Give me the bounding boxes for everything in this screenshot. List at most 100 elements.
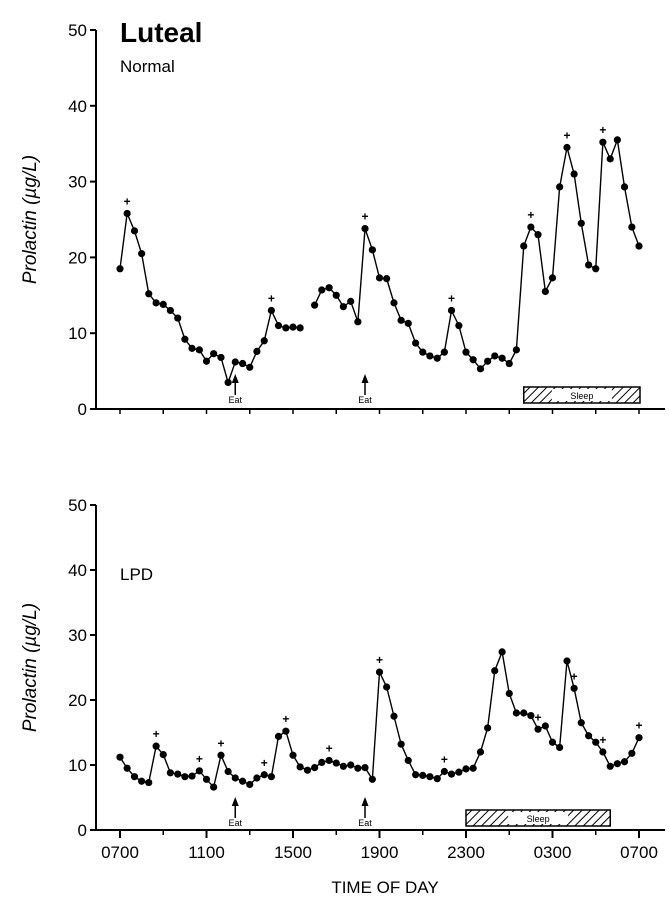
data-point	[577, 719, 585, 727]
y-tick-label: 30	[68, 626, 87, 645]
data-point	[606, 762, 614, 770]
data-point	[606, 155, 614, 163]
peak-marker: +	[376, 653, 383, 667]
data-point	[210, 783, 218, 791]
data-point	[512, 709, 520, 717]
data-point	[498, 648, 506, 656]
data-point	[217, 353, 225, 362]
peak-marker: +	[599, 123, 606, 137]
eat-arrow-head	[231, 797, 239, 806]
data-point	[123, 764, 131, 772]
x-tick-label: 0300	[534, 843, 572, 862]
data-point	[520, 242, 528, 250]
data-point	[239, 777, 247, 785]
y-tick-label: 30	[68, 173, 87, 192]
data-point	[397, 740, 405, 748]
data-point	[138, 250, 146, 258]
data-point	[548, 738, 557, 746]
data-point	[361, 764, 369, 772]
data-point	[592, 265, 600, 273]
data-point	[476, 365, 485, 373]
data-point	[440, 348, 448, 356]
data-point	[556, 743, 564, 752]
data-point	[412, 339, 420, 347]
data-point	[390, 712, 398, 720]
data-point	[368, 775, 376, 783]
data-point	[484, 724, 492, 732]
data-point	[188, 772, 196, 780]
data-point	[347, 297, 355, 305]
data-point	[628, 749, 636, 757]
peak-marker: +	[527, 208, 534, 222]
data-point	[354, 764, 362, 772]
data-point	[404, 319, 412, 327]
y-tick-label: 50	[68, 496, 87, 515]
data-point	[311, 301, 319, 309]
data-point	[527, 223, 535, 231]
data-point	[577, 219, 585, 227]
sleep-label-bg	[551, 389, 612, 401]
data-point	[210, 350, 218, 358]
peak-marker: +	[599, 733, 606, 747]
data-point	[260, 771, 268, 779]
data-point	[282, 727, 290, 735]
data-point	[224, 378, 232, 387]
y-tick-label: 0	[78, 821, 87, 840]
data-point	[188, 344, 196, 352]
data-point	[246, 780, 254, 789]
data-point	[318, 758, 326, 767]
eat-label: Eat	[229, 818, 243, 828]
x-tick-label: 0700	[620, 843, 658, 862]
x-axis-title: TIME OF DAY	[331, 878, 438, 897]
data-point	[491, 352, 499, 360]
data-point	[620, 183, 629, 191]
data-point	[426, 773, 434, 781]
eat-arrow-head	[231, 374, 239, 383]
data-point	[130, 227, 139, 235]
data-point	[347, 761, 355, 769]
y-tick-label: 10	[68, 756, 87, 775]
peak-marker: +	[217, 736, 224, 750]
data-point	[635, 734, 643, 742]
peak-marker: +	[196, 752, 203, 766]
data-point	[469, 356, 477, 364]
data-point	[491, 667, 499, 675]
x-tick-label: 1100	[188, 843, 225, 862]
data-point	[195, 767, 203, 775]
data-point	[599, 138, 607, 146]
data-point	[599, 748, 607, 756]
x-tick-label: 1900	[361, 843, 399, 862]
data-point	[383, 275, 391, 283]
data-point	[613, 136, 621, 144]
peak-marker: +	[441, 753, 448, 767]
data-point	[181, 335, 189, 343]
data-point	[613, 760, 621, 768]
data-point	[116, 265, 124, 273]
data-point	[570, 170, 578, 178]
data-point	[267, 306, 275, 315]
peak-marker: +	[124, 194, 131, 208]
data-point	[447, 306, 456, 315]
data-point	[246, 363, 254, 371]
data-point	[318, 286, 326, 294]
peak-marker: +	[326, 741, 333, 755]
data-point	[512, 346, 520, 354]
data-point	[354, 318, 362, 326]
data-point	[195, 346, 203, 354]
data-point	[541, 287, 549, 296]
data-point	[592, 738, 600, 746]
x-tick-label: 1500	[274, 843, 312, 862]
data-point	[231, 358, 239, 366]
data-point	[433, 775, 441, 783]
data-point	[116, 753, 124, 761]
data-point	[498, 354, 506, 362]
data-point	[375, 274, 384, 282]
data-point	[289, 323, 297, 331]
data-point	[303, 766, 312, 774]
y-axis-title: Prolactin (µg/L)	[20, 155, 41, 284]
peak-marker: +	[153, 727, 160, 741]
data-point	[462, 765, 470, 773]
y-tick-label: 10	[68, 324, 87, 343]
peak-marker: +	[261, 756, 268, 770]
